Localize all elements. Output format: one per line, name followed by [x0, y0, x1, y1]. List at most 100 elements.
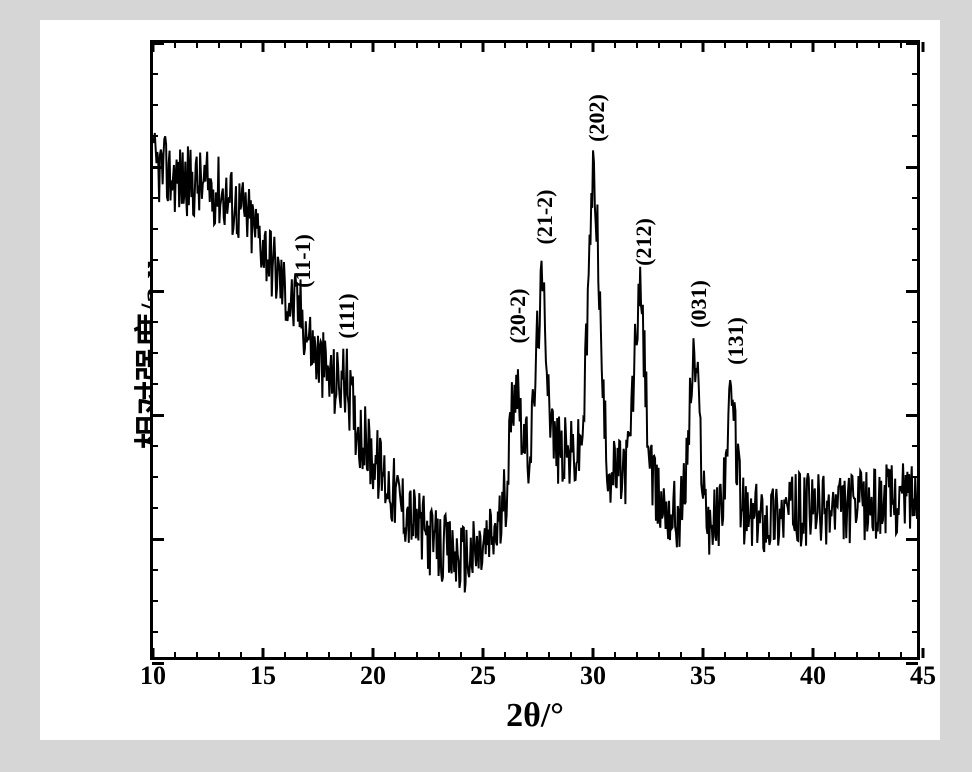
x-tick-top: [262, 42, 265, 52]
x-tick-top-minor: [636, 42, 638, 48]
x-tick-minor: [196, 652, 198, 658]
x-axis-label: 2θ/°: [150, 697, 920, 735]
y-tick-right: [906, 290, 918, 293]
x-tick-minor: [460, 652, 462, 658]
x-tick-top: [372, 42, 375, 52]
y-tick: [152, 166, 164, 169]
y-tick: [152, 662, 164, 665]
x-tick-top-minor: [658, 42, 660, 48]
x-tick-top-minor: [614, 42, 616, 48]
x-tick-major: [372, 648, 375, 658]
x-tick-label: 20: [360, 661, 386, 691]
x-tick-top-minor: [328, 42, 330, 48]
y-tick-right: [906, 414, 918, 417]
x-tick-minor: [746, 652, 748, 658]
x-tick-top-minor: [306, 42, 308, 48]
x-tick-top-minor: [460, 42, 462, 48]
peak-label: (131): [723, 317, 749, 365]
x-tick-label: 25: [470, 661, 496, 691]
x-tick-top-minor: [746, 42, 748, 48]
y-tick-right: [906, 42, 918, 45]
x-tick-top-minor: [174, 42, 176, 48]
x-tick-minor: [548, 652, 550, 658]
x-tick-label: 30: [580, 661, 606, 691]
peak-label: (031): [686, 280, 712, 328]
peak-label: (212): [631, 218, 657, 266]
y-tick-minor: [152, 73, 158, 75]
x-tick-label: 45: [910, 661, 936, 691]
x-tick-minor: [856, 652, 858, 658]
peak-label: (11-1): [290, 234, 316, 288]
x-tick-top-minor: [438, 42, 440, 48]
x-tick-minor: [768, 652, 770, 658]
peak-label: (111): [334, 294, 360, 339]
x-tick-top-minor: [284, 42, 286, 48]
x-tick-minor: [570, 652, 572, 658]
x-tick-minor: [834, 652, 836, 658]
y-tick-right-minor: [912, 600, 918, 602]
x-tick-minor: [878, 652, 880, 658]
x-tick-top-minor: [570, 42, 572, 48]
x-tick-top-minor: [526, 42, 528, 48]
y-tick-minor: [152, 228, 158, 230]
peak-label: (21-2): [532, 190, 558, 245]
x-tick-minor: [614, 652, 616, 658]
x-tick-top: [702, 42, 705, 52]
x-tick-top-minor: [240, 42, 242, 48]
y-tick-minor: [152, 259, 158, 261]
y-tick-minor: [152, 352, 158, 354]
x-tick-top: [922, 42, 925, 52]
x-tick-minor: [416, 652, 418, 658]
y-tick-minor: [152, 569, 158, 571]
y-tick-right: [906, 166, 918, 169]
x-tick-minor: [790, 652, 792, 658]
y-tick-right-minor: [912, 259, 918, 261]
x-tick-major: [922, 648, 925, 658]
y-tick: [152, 414, 164, 417]
x-tick-minor: [900, 652, 902, 658]
x-tick-top-minor: [878, 42, 880, 48]
x-tick-minor: [240, 652, 242, 658]
y-tick-right-minor: [912, 383, 918, 385]
x-tick-minor: [350, 652, 352, 658]
x-tick-top-minor: [196, 42, 198, 48]
y-tick: [152, 538, 164, 541]
x-tick-top-minor: [416, 42, 418, 48]
y-tick: [152, 42, 164, 45]
y-tick-minor: [152, 135, 158, 137]
y-tick-right-minor: [912, 135, 918, 137]
y-tick-right-minor: [912, 104, 918, 106]
x-tick-minor: [218, 652, 220, 658]
peak-label: (202): [584, 94, 610, 142]
x-tick-label: 15: [250, 661, 276, 691]
peak-label: (20-2): [505, 289, 531, 344]
y-tick-right-minor: [912, 73, 918, 75]
x-tick-minor: [526, 652, 528, 658]
x-tick-minor: [394, 652, 396, 658]
y-tick-right-minor: [912, 352, 918, 354]
x-tick-major: [262, 648, 265, 658]
y-tick-minor: [152, 507, 158, 509]
x-tick-major: [592, 648, 595, 658]
x-tick-top-minor: [768, 42, 770, 48]
x-tick-minor: [328, 652, 330, 658]
x-tick-top: [812, 42, 815, 52]
x-tick-minor: [680, 652, 682, 658]
x-tick-top-minor: [218, 42, 220, 48]
y-tick-right: [906, 662, 918, 665]
y-tick-right: [906, 538, 918, 541]
y-tick-minor: [152, 631, 158, 633]
x-tick-major: [812, 648, 815, 658]
x-tick-minor: [724, 652, 726, 658]
x-tick-major: [702, 648, 705, 658]
plot-area: 1015202530354045(11-1)(111)(20-2)(21-2)(…: [150, 40, 920, 660]
y-tick-minor: [152, 321, 158, 323]
x-tick-minor: [636, 652, 638, 658]
y-tick-minor: [152, 600, 158, 602]
x-tick-top-minor: [350, 42, 352, 48]
x-tick-minor: [658, 652, 660, 658]
y-tick-right-minor: [912, 197, 918, 199]
y-tick: [152, 290, 164, 293]
x-tick-minor: [504, 652, 506, 658]
x-tick-top-minor: [834, 42, 836, 48]
